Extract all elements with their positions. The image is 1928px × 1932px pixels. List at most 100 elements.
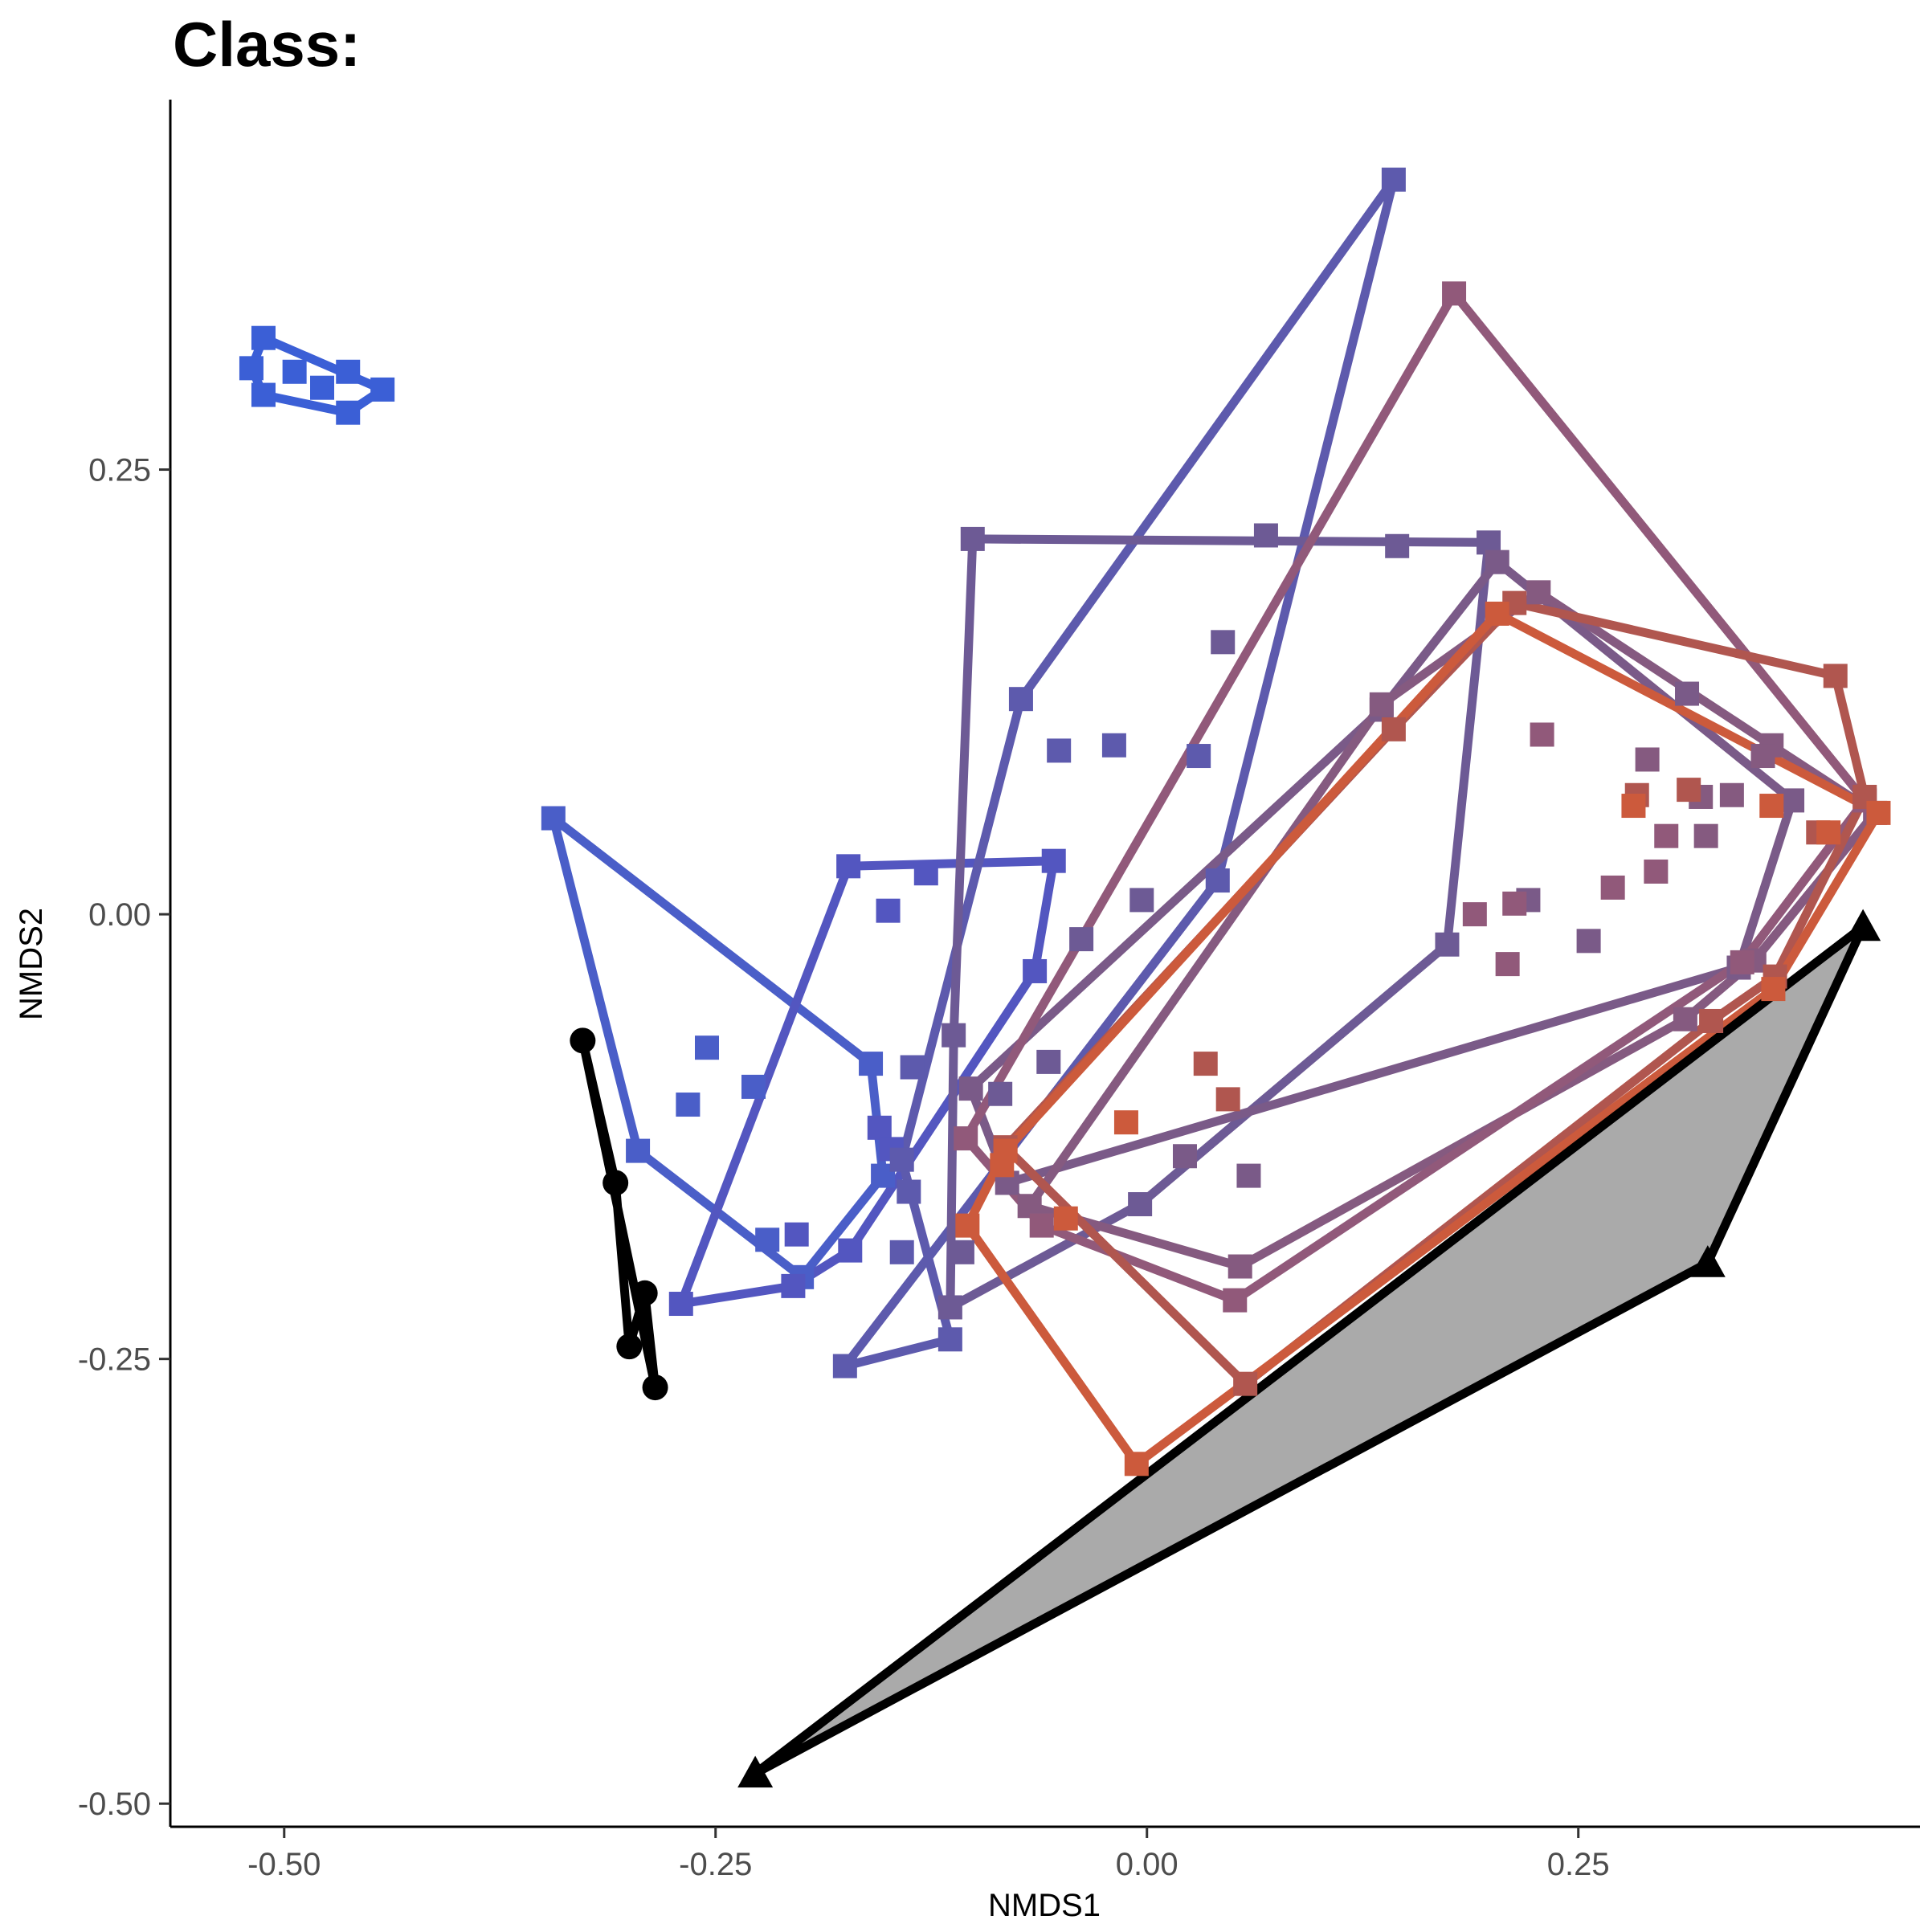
point-group-9-5	[1699, 1008, 1724, 1033]
point-group-10-2	[1866, 800, 1891, 825]
point-group-12-2	[1845, 909, 1881, 941]
point-group-3-4	[838, 1238, 863, 1263]
point-group-6-8	[1576, 929, 1601, 954]
point-group-5-7	[1253, 523, 1278, 548]
point-group-10-1	[1485, 601, 1509, 626]
point-group-11-4	[616, 1334, 643, 1360]
point-group-1-5	[370, 377, 395, 402]
point-group-3-11	[784, 1222, 809, 1247]
hull-group-11	[578, 1035, 660, 1392]
point-group-12-3	[1689, 1245, 1726, 1277]
point-group-9-2	[1823, 664, 1848, 688]
point-group-3-6	[668, 1292, 693, 1317]
hull-group-12	[750, 922, 1868, 1779]
point-group-10-3	[1761, 977, 1786, 1002]
point-group-4-11	[897, 1179, 921, 1204]
point-group-8-10	[1600, 875, 1625, 900]
point-group-3-1	[836, 854, 861, 879]
point-group-2-5	[626, 1138, 651, 1163]
point-group-8-9	[1644, 859, 1669, 884]
point-group-3-9	[867, 1115, 892, 1140]
point-group-9-12	[1193, 1052, 1218, 1076]
point-group-4-4	[937, 1327, 962, 1352]
point-group-1-6	[336, 400, 361, 425]
point-group-5-5	[937, 1295, 962, 1320]
point-group-1-8	[239, 356, 263, 381]
point-group-5-1	[960, 526, 985, 551]
point-group-11-2	[642, 1374, 668, 1401]
point-group-8-6	[954, 1126, 978, 1151]
data-points	[239, 167, 1891, 1788]
point-group-12-1	[737, 1755, 774, 1788]
point-group-7-6	[1227, 1254, 1252, 1279]
point-group-5-13	[988, 1081, 1013, 1106]
point-group-7-9	[1635, 747, 1660, 772]
point-group-8-7	[1530, 722, 1554, 747]
point-group-8-11	[1502, 891, 1527, 916]
y-tick-label: -0.25	[78, 1342, 151, 1378]
point-group-6-11	[1236, 1163, 1261, 1188]
point-group-4-1	[1381, 167, 1406, 192]
point-group-4-2	[1205, 868, 1230, 893]
point-group-7-12	[1750, 744, 1775, 769]
point-group-11-1	[570, 1027, 596, 1054]
y-axis-title: NMDS2	[14, 908, 49, 1020]
point-group-4-8	[1101, 733, 1126, 758]
axis-ticks: -0.50 -0.25 0.00 0.25 -0.50 -0.25 0.00 0.25	[78, 453, 1610, 1882]
point-group-10-4	[1124, 1452, 1149, 1477]
point-group-9-8	[1381, 717, 1406, 741]
point-group-9-13	[1215, 1087, 1240, 1112]
point-group-4-3	[832, 1354, 857, 1379]
point-group-2-6	[695, 1035, 720, 1060]
point-group-5-8	[1385, 533, 1410, 558]
point-group-10-11	[1053, 1206, 1078, 1231]
point-group-6-1	[1485, 549, 1509, 574]
point-group-8-4	[1223, 1288, 1248, 1313]
point-group-10-10	[1113, 1110, 1138, 1135]
point-group-6-9	[1675, 681, 1700, 706]
point-group-4-10	[900, 1055, 925, 1080]
hull-polygons	[247, 175, 1883, 1779]
point-group-4-7	[1047, 738, 1072, 763]
point-group-6-5	[958, 1076, 983, 1101]
point-group-1-1	[251, 325, 276, 350]
y-tick-label: -0.50	[78, 1787, 151, 1822]
point-group-10-9	[1816, 820, 1841, 845]
point-group-7-8	[1369, 692, 1394, 717]
point-group-6-2	[1780, 788, 1805, 813]
x-tick-label: 0.00	[1116, 1847, 1178, 1882]
point-group-2-7	[741, 1074, 766, 1099]
point-group-7-5	[1673, 1007, 1697, 1031]
point-group-10-8	[1759, 794, 1784, 819]
point-group-4-12	[889, 1240, 914, 1264]
point-group-5-14	[950, 1240, 974, 1264]
hull-group-2	[549, 814, 888, 1282]
point-group-2-8	[676, 1093, 701, 1117]
y-tick-label: 0.25	[88, 453, 151, 488]
point-group-1-7	[251, 382, 276, 407]
point-group-2-9	[755, 1227, 780, 1252]
point-group-11-3	[631, 1280, 658, 1306]
point-group-8-3	[1730, 950, 1754, 974]
point-group-3-8	[913, 861, 938, 886]
point-group-9-6	[1233, 1371, 1258, 1396]
point-group-10-12	[990, 1153, 1015, 1178]
point-group-7-13	[1719, 782, 1744, 807]
point-group-6-10	[1172, 1144, 1197, 1169]
point-group-2-1	[541, 806, 566, 831]
x-tick-label: -0.50	[247, 1847, 321, 1882]
point-group-4-5	[889, 1147, 914, 1172]
point-group-4-6	[1008, 687, 1033, 712]
point-group-3-2	[1041, 848, 1066, 873]
point-group-5-6	[942, 1023, 966, 1048]
axes	[169, 100, 1920, 1828]
point-group-10-7	[1621, 794, 1646, 819]
x-tick-label: -0.25	[679, 1847, 752, 1882]
point-group-2-2	[859, 1052, 884, 1076]
point-group-5-12	[1036, 1049, 1061, 1074]
point-group-5-9	[1211, 630, 1236, 655]
point-group-8-1	[1442, 281, 1467, 306]
point-group-1-3	[310, 375, 335, 400]
